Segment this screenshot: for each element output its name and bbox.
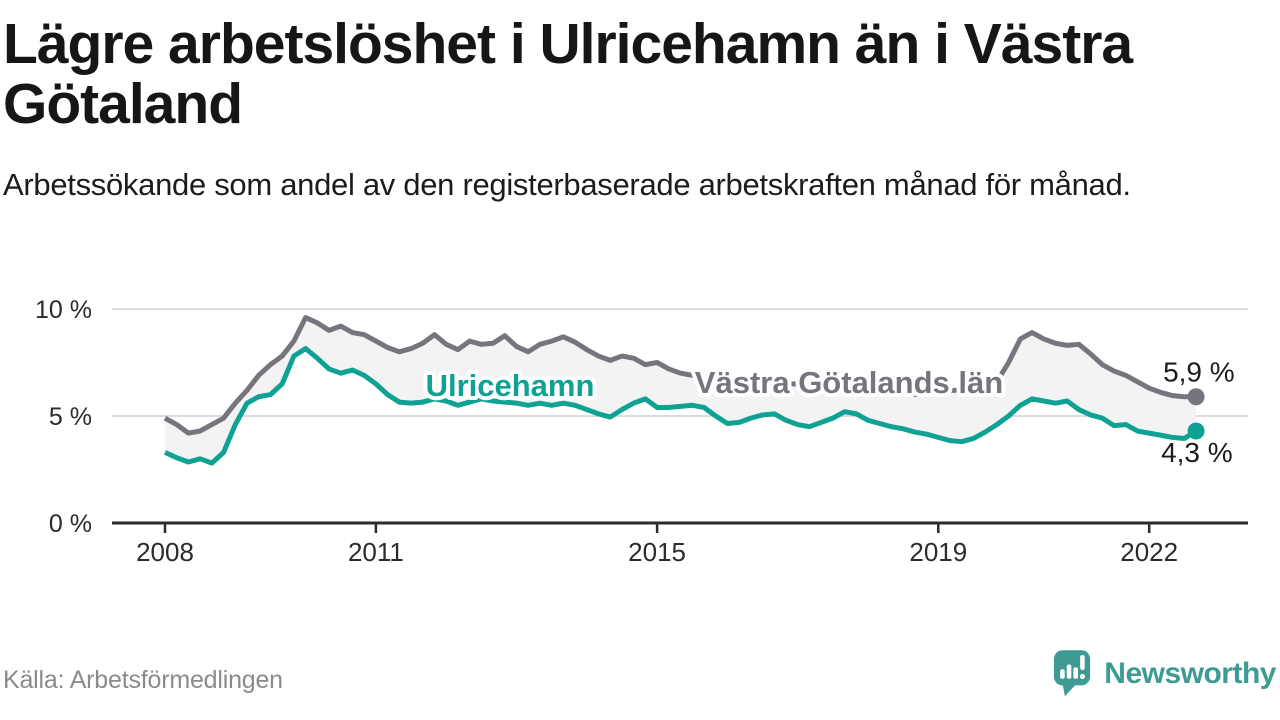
series-end-value-label: 4,3 % [1161, 437, 1233, 468]
series-line-ulricehamn [163, 346, 1198, 466]
x-tick-label: 2019 [909, 537, 967, 567]
series-name-label: Västra Götalands län [695, 365, 1003, 400]
source-note: Källa: Arbetsförmedlingen [3, 666, 283, 694]
series-line-vastra-gotaland [163, 315, 1197, 436]
series-end-value-label: 5,9 % [1163, 357, 1235, 388]
series-name-label: Ulricehamn [426, 368, 595, 403]
series-end-dot [1187, 422, 1205, 440]
series-end-dot [1187, 388, 1205, 406]
chart-title: Lägre arbetslöshet i Ulricehamn än i Väs… [3, 12, 1133, 137]
chart-subtitle: Arbetssökande som andel av den registerb… [3, 167, 1131, 202]
bar-chart-glyph-bar2 [1067, 664, 1072, 679]
bar-chart-glyph-bar1 [1060, 669, 1065, 679]
bar-chart-glyph-bar3 [1073, 667, 1079, 679]
y-tick-label: 10 % [35, 296, 92, 324]
series-gap-band [165, 317, 1197, 464]
brand-name: Newsworthy [1104, 656, 1276, 690]
speech-bubble-tail [1062, 683, 1078, 697]
x-tick-label: 2022 [1120, 537, 1178, 567]
exclamation-mark-bar [1080, 654, 1086, 671]
exclamation-mark-dot [1080, 673, 1086, 680]
x-tick-label: 2008 [136, 537, 194, 567]
y-tick-label: 5 % [49, 403, 92, 431]
x-tick-label: 2015 [628, 537, 686, 567]
newsworthy-icon [1054, 650, 1091, 697]
brand-logo: Newsworthy [1053, 649, 1276, 698]
x-tick-label: 2011 [348, 537, 404, 567]
y-tick-label: 0 % [49, 510, 92, 538]
